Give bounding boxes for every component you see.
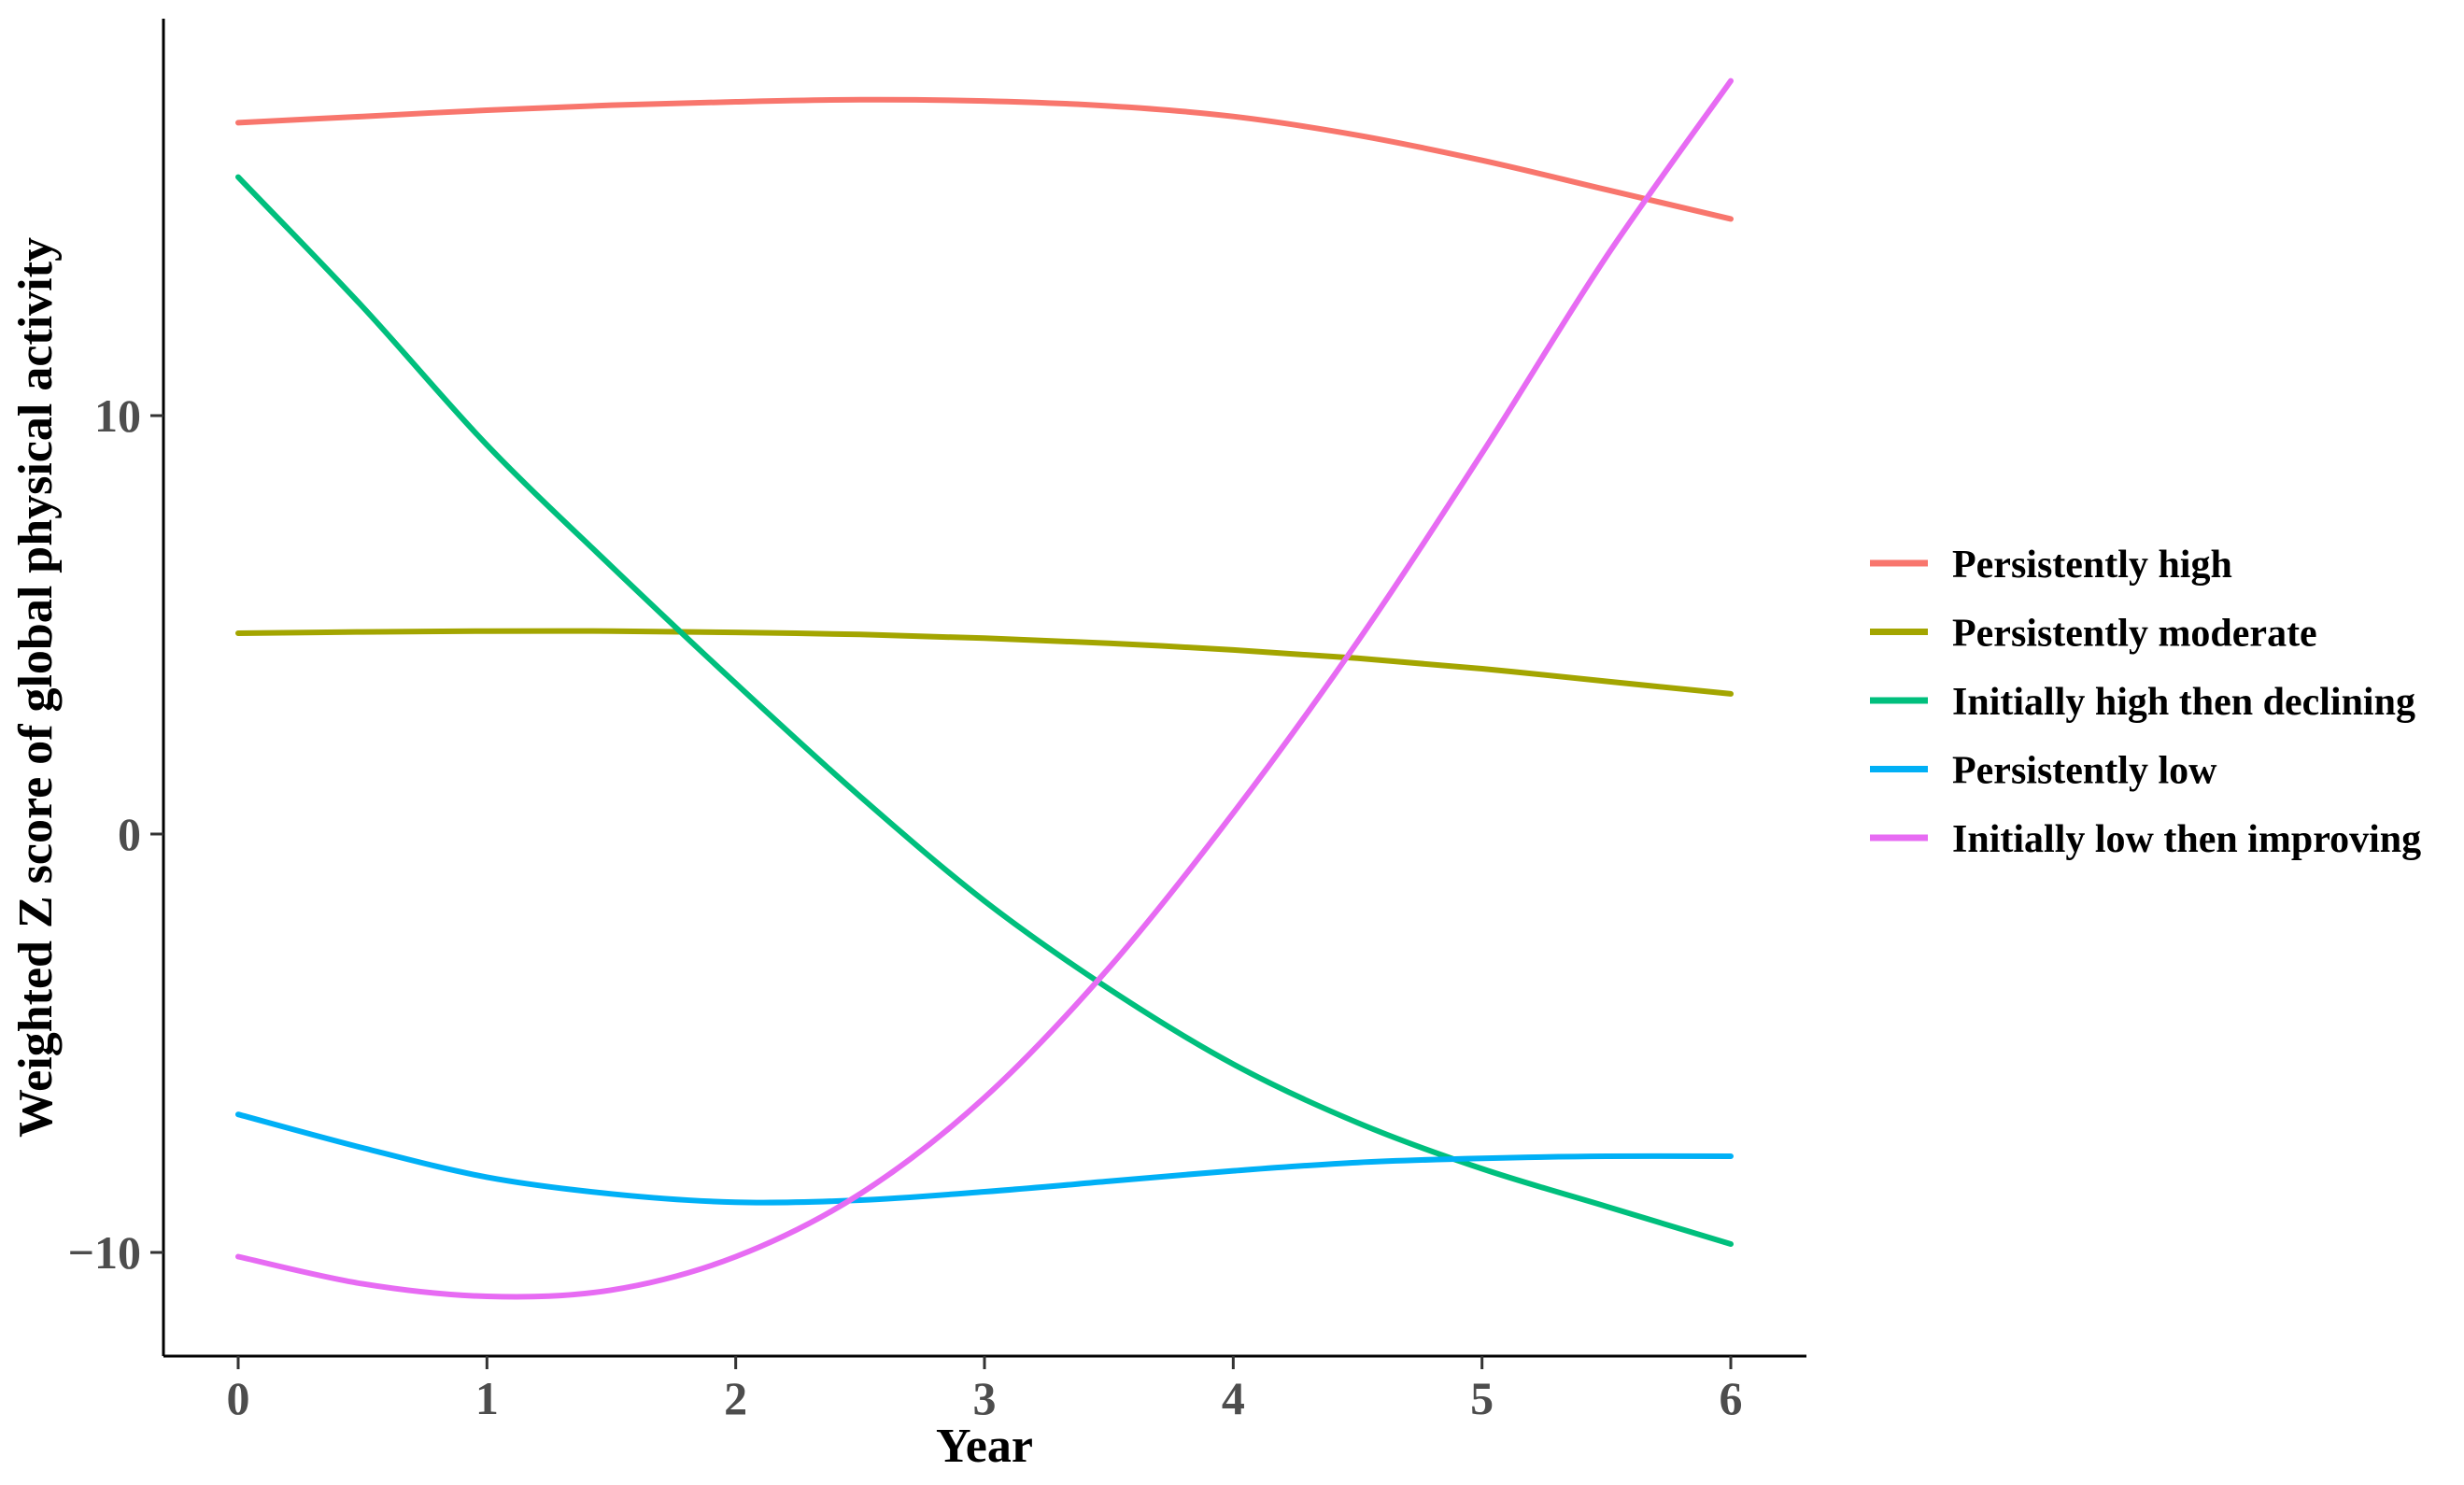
x-axis-title: Year	[936, 1420, 1033, 1473]
y-tick-label: 0	[118, 808, 141, 860]
x-tick-label: 6	[1720, 1372, 1743, 1424]
series-line-initially-high-then-declining	[235, 174, 1734, 1247]
legend-label-persistently-low: Persistently low	[1952, 750, 2217, 793]
legend-label-persistently-moderate: Persistently moderate	[1952, 613, 2317, 656]
legend-label-persistently-high: Persistently high	[1952, 544, 2232, 587]
series-layer	[235, 78, 1734, 1300]
legend-label-initially-high-then-declining: Initially high then declining	[1952, 681, 2415, 724]
y-tick-label: −10	[68, 1226, 142, 1279]
series-line-persistently-high	[235, 96, 1734, 222]
ticks-layer: 0 1 2 3 4 5 6 −10 0 10	[68, 389, 1743, 1424]
x-tick-label: 5	[1470, 1372, 1494, 1424]
x-tick-label: 2	[724, 1372, 747, 1424]
legend: Persistently high Persistently moderate In…	[1870, 544, 2421, 861]
y-axis-title: Weighted Z score of global physical acti…	[9, 237, 63, 1138]
series-line-persistently-low	[235, 1111, 1734, 1206]
series-line-persistently-moderate	[235, 628, 1734, 697]
series-line-initially-low-then-improving	[235, 78, 1734, 1300]
x-tick-label: 3	[973, 1372, 997, 1424]
x-tick-label: 4	[1222, 1372, 1245, 1424]
x-tick-label: 0	[227, 1372, 250, 1424]
x-tick-label: 1	[475, 1372, 499, 1424]
y-tick-label: 10	[94, 389, 141, 442]
legend-label-initially-low-then-improving: Initially low then improving	[1952, 818, 2421, 861]
